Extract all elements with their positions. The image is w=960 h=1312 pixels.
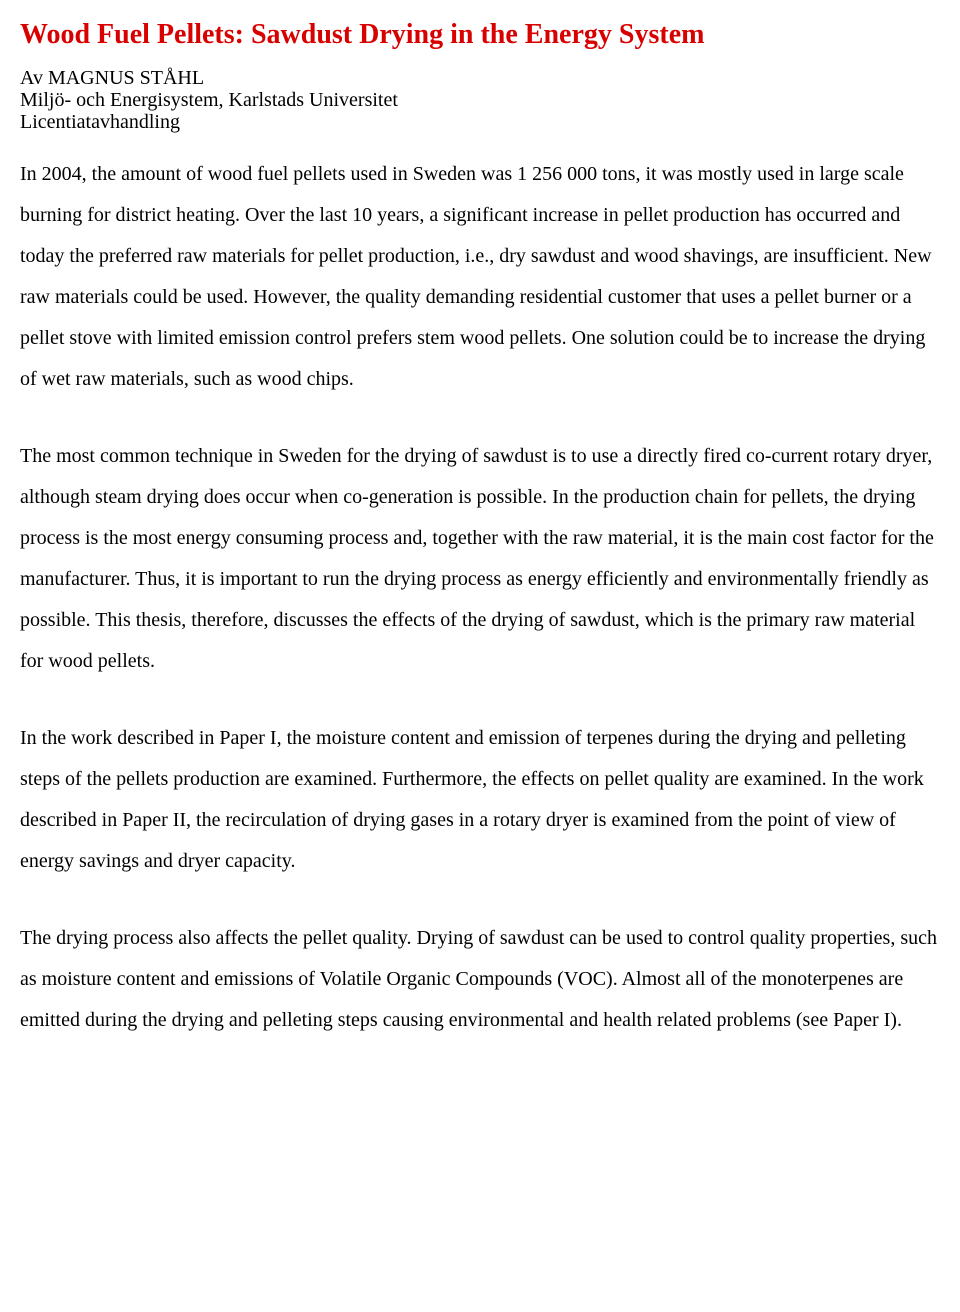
document-type: Licentiatavhandling: [20, 112, 940, 132]
body-paragraph: The most common technique in Sweden for …: [20, 436, 940, 682]
body-paragraph: In 2004, the amount of wood fuel pellets…: [20, 154, 940, 400]
body-paragraph: In the work described in Paper I, the mo…: [20, 718, 940, 882]
author-byline: Av MAGNUS STÅHL: [20, 68, 940, 88]
body-paragraph: The drying process also affects the pell…: [20, 918, 940, 1041]
paragraph-body: used in large scale burning for district…: [20, 163, 932, 390]
document-title: Wood Fuel Pellets: Sawdust Drying in the…: [20, 18, 940, 52]
paragraph-lead: In 2004, the amount of wood fuel pellets…: [20, 163, 752, 185]
affiliation: Miljö- och Energisystem, Karlstads Unive…: [20, 90, 940, 110]
